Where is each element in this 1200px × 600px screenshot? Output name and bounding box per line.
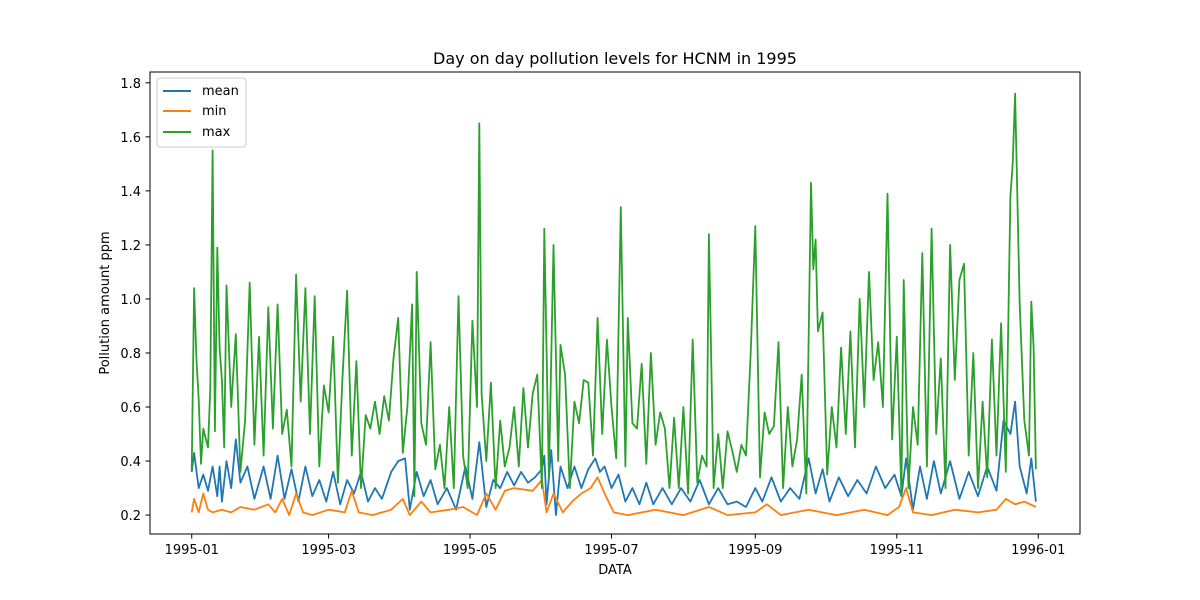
x-tick-label: 1995-05	[443, 543, 497, 558]
x-tick-label: 1995-11	[870, 543, 924, 558]
chart-title: Day on day pollution levels for HCNM in …	[433, 49, 797, 68]
x-tick-label: 1996-01	[1011, 543, 1065, 558]
y-axis: 0.2 0.4 0.6 0.8 1.0 1.2 1.4 1.6 1.8	[120, 77, 150, 524]
y-tick-label: 0.2	[120, 509, 141, 524]
x-axis: 1995-01 1995-03 1995-05 1995-07 1995-09 1995-…	[165, 534, 1065, 558]
y-tick-label: 1.6	[120, 131, 141, 146]
y-tick-label: 0.6	[120, 401, 141, 416]
series-line-max	[190, 92, 1037, 498]
legend-label-min: min	[202, 104, 227, 119]
x-tick-label: 1995-03	[301, 543, 355, 558]
plot-frame	[149, 71, 1081, 535]
legend-box	[156, 77, 247, 148]
x-axis-label: DATA	[598, 563, 632, 578]
y-tick-label: 0.4	[120, 455, 141, 470]
y-axis-label: Pollution amount ppm	[98, 231, 113, 374]
y-tick-label: 1.4	[120, 185, 141, 200]
y-tick-label: 0.8	[120, 347, 141, 362]
legend-label-mean: mean	[202, 84, 239, 99]
x-tick-label: 1995-01	[165, 543, 219, 558]
x-tick-label: 1995-09	[728, 543, 782, 558]
y-tick-label: 1.0	[120, 293, 141, 308]
y-tick-label: 1.2	[120, 239, 141, 254]
x-tick-label: 1995-07	[584, 543, 638, 558]
y-tick-label: 1.8	[120, 77, 141, 92]
series-line-min	[190, 476, 1037, 516]
legend-label-max: max	[202, 125, 231, 140]
plot-area	[190, 92, 1037, 516]
legend: mean min max	[156, 77, 247, 148]
